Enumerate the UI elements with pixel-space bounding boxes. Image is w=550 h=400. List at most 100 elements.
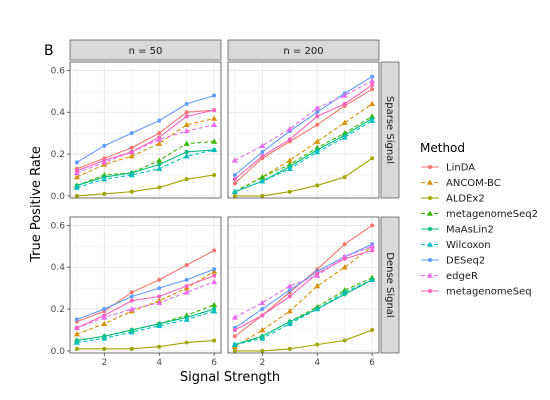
data-point: [315, 271, 320, 276]
legend-title: Method: [420, 141, 465, 155]
series-line: [76, 281, 215, 329]
facet-panel: 0.0 0.2 0.4 0.6: [51, 61, 222, 202]
y-tick-label: 0.6: [51, 221, 66, 231]
x-tick-label: 6: [369, 358, 375, 368]
series-line: [76, 109, 215, 170]
data-point: [232, 181, 237, 186]
series-line: [234, 103, 373, 193]
data-point: [315, 342, 320, 347]
y-axis-title: True Positive Rate: [29, 146, 44, 263]
data-point: [101, 176, 108, 182]
data-point: [315, 114, 320, 119]
series-line: [76, 94, 215, 163]
legend-label: LinDA: [446, 163, 475, 174]
row-strip: [380, 216, 400, 354]
data-point: [232, 177, 237, 182]
column-strip: [227, 39, 380, 61]
panel-tag: B: [44, 43, 54, 59]
data-point: [74, 317, 79, 322]
data-point: [74, 346, 79, 351]
data-point: [101, 320, 108, 326]
y-tick-label: 0.2: [51, 305, 65, 315]
data-point: [259, 174, 266, 180]
data-point: [156, 299, 163, 306]
data-point: [370, 223, 375, 228]
legend-key-marker: [428, 289, 432, 293]
legend-label: MaAsLin2: [446, 225, 494, 236]
facet-panel: 0.0 0.2 0.4 0.6 2 4 6: [51, 216, 222, 368]
data-point: [184, 114, 189, 119]
panel-border: [69, 61, 222, 199]
data-point: [212, 338, 217, 343]
data-point: [129, 149, 134, 154]
data-point: [370, 248, 375, 253]
facet-panels: n = 50 n = 200 Sparse Signal Dense Signal 0.…: [51, 39, 400, 368]
data-point: [156, 157, 163, 163]
data-point: [341, 264, 348, 270]
data-point: [341, 92, 348, 98]
data-point: [260, 154, 265, 159]
facet-panel: [227, 61, 380, 199]
legend-key-marker: [428, 258, 432, 262]
data-point: [211, 278, 218, 285]
series-line: [234, 157, 373, 197]
data-point: [231, 157, 238, 163]
series-line: [76, 140, 215, 186]
data-point: [129, 298, 134, 303]
series-line: [234, 84, 373, 180]
x-tick-label: 6: [211, 358, 217, 368]
data-point: [260, 149, 265, 154]
data-point: [370, 87, 375, 92]
series-line: [234, 279, 373, 346]
data-point: [184, 263, 189, 268]
series-line: [234, 76, 373, 176]
data-point: [157, 344, 162, 349]
data-point: [314, 105, 321, 111]
panel-border: [227, 216, 380, 354]
data-point: [231, 314, 238, 320]
legend: Method LinDA ANCOM-BC ALDEx2 metagenomeSeq2…: [420, 141, 538, 298]
data-point: [157, 185, 162, 190]
data-point: [342, 242, 347, 247]
data-point: [184, 101, 189, 106]
data-point: [212, 172, 217, 177]
data-point: [259, 142, 266, 148]
series-line: [76, 249, 215, 323]
data-point: [129, 290, 134, 295]
data-point: [157, 294, 162, 299]
data-point: [157, 162, 162, 167]
series-line: [76, 149, 215, 189]
legend-label: metagenomeSeq2: [446, 209, 538, 220]
x-tick-label: 4: [156, 358, 162, 368]
data-point: [211, 146, 218, 153]
data-point: [183, 128, 190, 134]
data-point: [260, 313, 265, 318]
data-point: [341, 289, 348, 295]
series-line: [234, 277, 373, 346]
data-point: [314, 148, 321, 155]
data-point: [73, 339, 80, 345]
data-point: [183, 316, 190, 322]
y-tick-label: 0.4: [51, 108, 66, 118]
data-point: [73, 174, 80, 180]
data-point: [260, 307, 265, 312]
data-point: [183, 153, 190, 159]
data-point: [370, 156, 375, 161]
data-point: [369, 100, 376, 107]
series-line: [234, 245, 373, 318]
data-point: [232, 327, 237, 332]
data-point: [287, 137, 292, 142]
data-point: [73, 184, 80, 190]
data-point: [342, 175, 347, 180]
series-line: [234, 249, 373, 331]
data-point: [259, 299, 266, 306]
data-point: [129, 131, 134, 136]
data-point: [286, 320, 293, 326]
legend-key-marker: [428, 196, 432, 200]
y-tick-label: 0.6: [51, 66, 66, 76]
data-point: [183, 289, 190, 295]
data-point: [287, 189, 292, 194]
data-point: [156, 140, 163, 146]
data-point: [212, 108, 217, 113]
series-line: [234, 329, 373, 352]
